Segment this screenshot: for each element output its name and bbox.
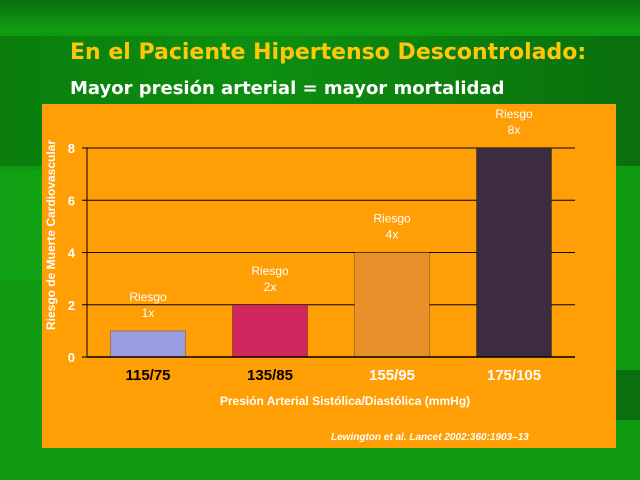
chart-axes xyxy=(82,147,575,358)
citation: Lewington et al. Lancet 2002:360:1903–13 xyxy=(331,432,529,443)
data-label: Riesgo xyxy=(129,290,167,304)
bar xyxy=(476,147,552,358)
bar xyxy=(110,330,186,358)
x-tick-label: 135/85 xyxy=(247,367,293,384)
x-tick-label: 155/95 xyxy=(369,367,415,384)
slide-subtitle: Mayor presión arterial = mayor mortalida… xyxy=(70,78,505,99)
data-label: Riesgo xyxy=(251,264,289,278)
x-tick-label: 115/75 xyxy=(125,367,170,384)
y-tick-label: 6 xyxy=(68,193,75,208)
y-tick-label: 0 xyxy=(68,350,75,365)
background-band-right xyxy=(612,370,640,420)
chart-bars xyxy=(110,147,552,358)
data-label: 1x xyxy=(142,306,155,320)
y-tick-label: 4 xyxy=(68,246,76,261)
y-tick-label: 2 xyxy=(68,298,75,313)
x-axis-title: Presión Arterial Sistólica/Diastólica (m… xyxy=(220,394,470,408)
data-label: Riesgo xyxy=(373,212,411,226)
y-axis-title: Riesgo de Muerte Cardiovascular xyxy=(44,140,58,330)
bar xyxy=(232,304,308,358)
chart-labels: 0 2 4 6 8 115/75 Riesgo 1x 135/85 Riesgo 2x 155/95 R… xyxy=(44,107,541,408)
data-label: 4x xyxy=(386,228,399,242)
x-tick-label: 175/105 xyxy=(487,367,541,384)
slide-title: En el Paciente Hipertenso Descontrolado: xyxy=(70,40,587,65)
y-tick-label: 8 xyxy=(68,141,75,156)
background-top xyxy=(0,0,640,28)
data-label: 8x xyxy=(508,123,521,137)
bar xyxy=(354,252,430,358)
data-label: Riesgo xyxy=(495,107,533,121)
data-label: 2x xyxy=(264,280,277,294)
